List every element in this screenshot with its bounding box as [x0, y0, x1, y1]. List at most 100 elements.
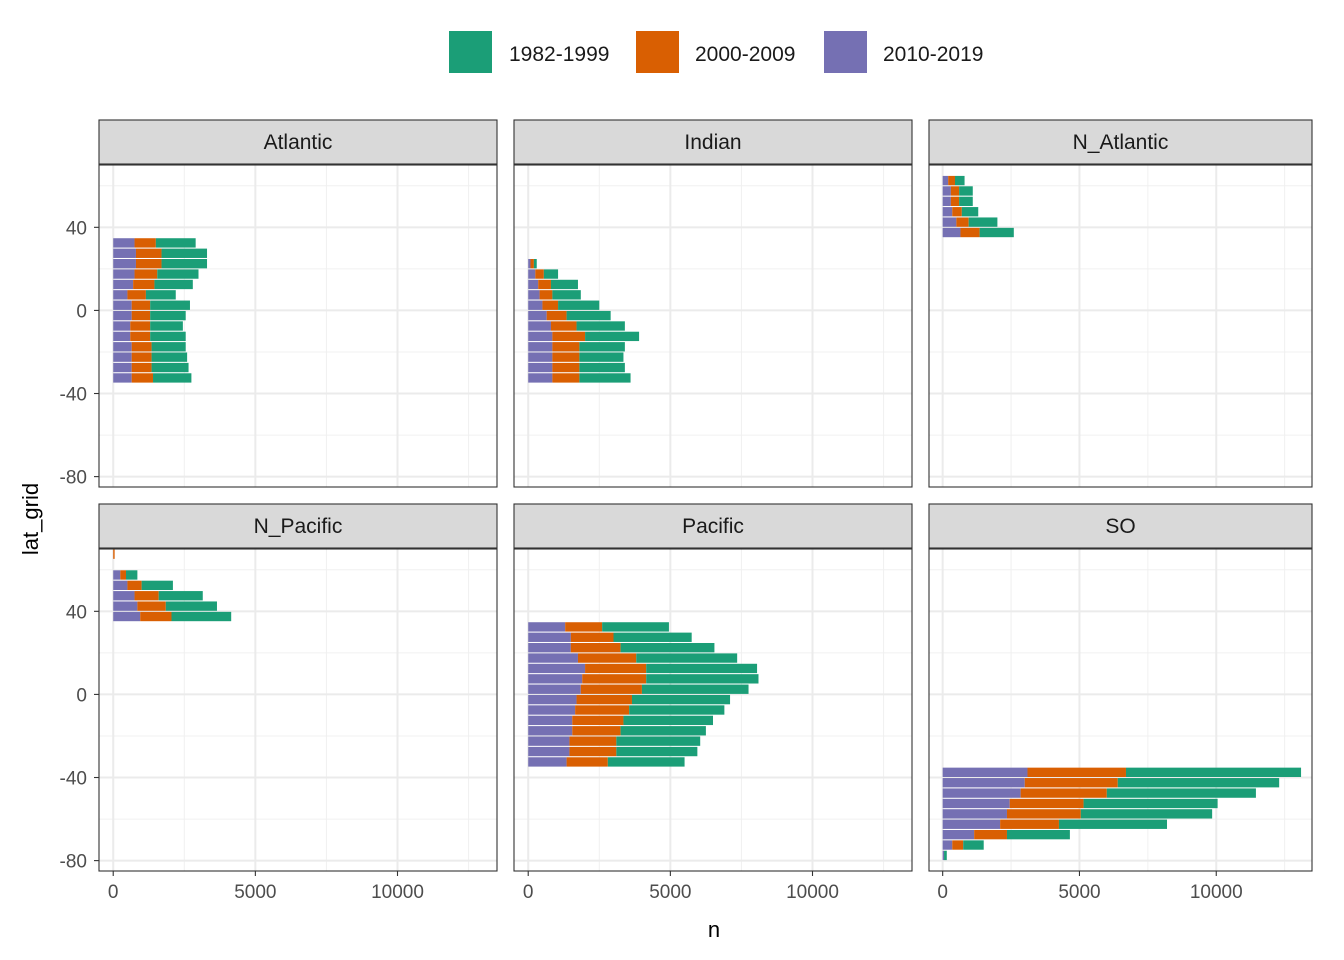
bar-indian-1982-1999-lat-12-5: [585, 331, 640, 342]
bar-n-pacific-2000-2009-lat-47-5: [134, 591, 159, 601]
bar-n-atlantic-2000-2009-lat-47-5: [952, 207, 962, 217]
panel-title-indian: Indian: [684, 131, 741, 154]
bar-atlantic-1982-1999-lat-7-5: [145, 290, 176, 300]
panel-strip-n-atlantic: [928, 119, 1313, 165]
bar-pacific-2000-2009-lat-7-5: [582, 674, 647, 684]
bar-n-atlantic-2010-2019-lat-52-5: [942, 196, 951, 207]
legend: 1982-1999 2000-2009 2010-2019: [449, 31, 983, 73]
bar-atlantic-1982-1999-lat-7-5: [150, 321, 183, 331]
y-axes: -80 -40 0 40 -80 -40 0 40: [60, 218, 99, 873]
bar-atlantic-1982-1999-lat-22-5: [151, 352, 188, 362]
x-axes: 0 5000 10000 0 5000 10000 0 5000 10000: [108, 871, 1243, 903]
bar-so-2000-2009-lat-57-5: [1006, 809, 1081, 819]
bar-indian-2000-2009-lat-7-5: [550, 321, 577, 331]
bar-atlantic-2010-2019-lat-2-5: [113, 310, 132, 321]
bar-atlantic-1982-1999-lat-32-5: [155, 238, 196, 248]
bar-indian-2010-2019-lat-27-5: [528, 362, 553, 373]
bar-atlantic-1982-1999-lat-27-5: [151, 362, 189, 373]
bar-indian-2000-2009-lat-17-5: [535, 269, 544, 279]
bar-indian-2000-2009-lat-12-5: [552, 331, 586, 342]
bar-indian-1982-1999-lat-7-5: [552, 290, 581, 300]
bar-pacific-1982-1999-lat-2-5: [631, 694, 731, 705]
bar-n-atlantic-2010-2019-lat-57-5: [942, 186, 951, 196]
panel-border: [513, 164, 913, 488]
bar-indian-2010-2019-lat-22-5: [528, 259, 531, 269]
panel-title-pacific: Pacific: [682, 515, 744, 538]
bar-atlantic-2010-2019-lat-27-5: [113, 248, 136, 258]
bar-atlantic-2010-2019-lat-7-5: [113, 290, 128, 300]
bar-indian-2000-2009-lat-2-5: [542, 300, 559, 310]
bar-atlantic-1982-1999-lat-17-5: [157, 269, 199, 279]
bar-n-pacific-2010-2019-lat-47-5: [113, 591, 135, 601]
bar-indian-1982-1999-lat-2-5: [558, 300, 600, 310]
bar-n-atlantic-2000-2009-lat-37-5: [960, 227, 980, 238]
bar-n-atlantic-2000-2009-lat-57-5: [950, 186, 960, 196]
bar-atlantic-2000-2009-lat-7-5: [130, 321, 151, 331]
bar-pacific-2000-2009-lat-17-5: [577, 653, 637, 663]
bar-indian-2010-2019-lat-2-5: [528, 310, 547, 321]
bar-pacific-2000-2009-lat-32-5: [566, 757, 608, 767]
bar-atlantic-2000-2009-lat-17-5: [131, 342, 152, 352]
y-tick-label: -40: [60, 769, 87, 790]
bar-pacific-2010-2019-lat-17-5: [528, 726, 573, 736]
bar-pacific-2010-2019-lat-2-5: [528, 684, 581, 694]
bar-indian-1982-1999-lat-22-5: [579, 352, 624, 362]
bar-indian-2000-2009-lat-22-5: [552, 352, 580, 362]
bar-indian-2010-2019-lat-2-5: [528, 300, 543, 310]
panel-border: [928, 164, 1313, 488]
x-tick-label: 0: [108, 882, 119, 903]
bar-so-2000-2009-lat-52-5: [1009, 798, 1084, 809]
panel-border: [928, 548, 1313, 872]
bar-pacific-2010-2019-lat-22-5: [528, 736, 570, 746]
bar-so-2010-2019-lat-72-5: [942, 840, 953, 850]
bar-indian-2000-2009-lat-7-5: [539, 290, 553, 300]
bar-n-pacific-2010-2019-lat-37-5: [113, 611, 141, 622]
bar-indian-1982-1999-lat-17-5: [543, 269, 559, 279]
bar-atlantic-1982-1999-lat-2-5: [150, 310, 186, 321]
bar-atlantic-2000-2009-lat-32-5: [131, 373, 154, 383]
bar-pacific-1982-1999-lat-32-5: [607, 757, 685, 767]
bar-indian-2000-2009-lat-2-5: [546, 310, 567, 321]
bar-n-atlantic-2010-2019-lat-62-5: [942, 175, 949, 186]
bar-atlantic-2010-2019-lat-32-5: [113, 238, 135, 248]
bar-pacific-2000-2009-lat-22-5: [569, 736, 617, 746]
bar-pacific-1982-1999-lat-12-5: [623, 715, 713, 726]
bar-indian-2010-2019-lat-32-5: [528, 373, 553, 383]
bar-pacific-1982-1999-lat-27-5: [616, 746, 698, 757]
legend-label-2010-2019: 2010-2019: [883, 43, 983, 66]
bar-indian-1982-1999-lat-32-5: [579, 373, 631, 383]
x-tick-label: 5000: [1058, 882, 1100, 903]
panel-strip-pacific: [513, 503, 913, 549]
bar-atlantic-2010-2019-lat-12-5: [113, 331, 131, 342]
y-tick-label: 40: [66, 218, 87, 239]
bar-pacific-2010-2019-lat-27-5: [528, 746, 570, 757]
y-tick-label: -80: [60, 852, 87, 873]
bar-n-atlantic-2010-2019-lat-42-5: [942, 217, 957, 227]
bar-n-atlantic-1982-1999-lat-52-5: [959, 196, 973, 207]
panel-pacific: Pacific: [513, 503, 913, 872]
bar-pacific-1982-1999-lat-2-5: [641, 684, 749, 694]
panel-n-pacific: N_Pacific: [98, 503, 498, 872]
bar-pacific-2010-2019-lat-22-5: [528, 643, 571, 653]
bar-pacific-2010-2019-lat-12-5: [528, 715, 573, 726]
bar-pacific-1982-1999-lat-32-5: [602, 622, 669, 632]
panel-border: [98, 164, 498, 488]
bar-n-atlantic-1982-1999-lat-42-5: [968, 217, 998, 227]
bar-so-2010-2019-lat-77-5: [942, 850, 945, 861]
bar-atlantic-2000-2009-lat-17-5: [134, 269, 158, 279]
bar-indian-2000-2009-lat-32-5: [552, 373, 580, 383]
bar-n-atlantic-2000-2009-lat-62-5: [948, 175, 955, 186]
legend-key-2010-2019: [824, 31, 867, 73]
bar-n-atlantic-1982-1999-lat-57-5: [959, 186, 973, 196]
bar-indian-1982-1999-lat-7-5: [576, 321, 625, 331]
bar-n-pacific-1982-1999-lat-47-5: [158, 591, 203, 601]
bar-so-1982-1999-lat-42-5: [1117, 778, 1280, 788]
bar-so-1982-1999-lat-57-5: [1080, 809, 1213, 819]
bar-so-2000-2009-lat-42-5: [1024, 778, 1118, 788]
bar-pacific-1982-1999-lat-27-5: [613, 632, 692, 642]
bar-pacific-2000-2009-lat-2-5: [576, 694, 632, 705]
y-tick-label: 40: [66, 602, 87, 623]
bar-n-atlantic-1982-1999-lat-37-5: [979, 227, 1014, 238]
bar-atlantic-2000-2009-lat-2-5: [131, 310, 151, 321]
bar-atlantic-2000-2009-lat-7-5: [127, 290, 146, 300]
